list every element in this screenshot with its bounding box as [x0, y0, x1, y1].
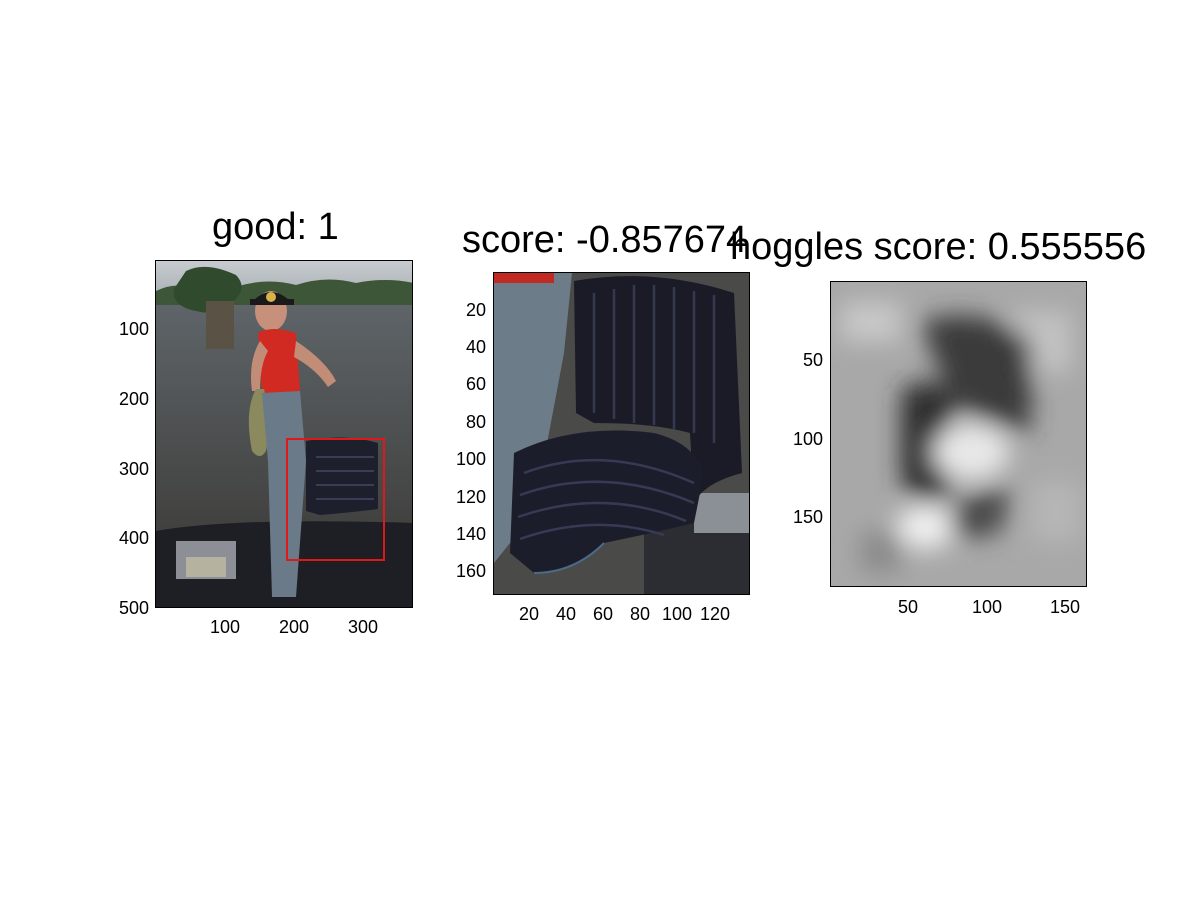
crop-photo-panel [493, 272, 750, 595]
panel2-xtick: 100 [661, 604, 693, 624]
panel2-xtick: 20 [518, 604, 540, 624]
panel1-xtick: 100 [209, 617, 241, 637]
panel2-ytick: 120 [455, 487, 486, 507]
hoggles-panel [830, 281, 1087, 587]
panel2-ytick: 60 [465, 374, 486, 394]
panel3-title: hoggles score: 0.555556 [730, 226, 1147, 268]
fisherman-photo [156, 261, 412, 607]
panel3-xtick: 100 [971, 597, 1003, 617]
panel2-ytick: 140 [455, 524, 486, 544]
panel2-title: score: -0.857674 [462, 219, 748, 261]
panel1-ytick: 300 [118, 459, 149, 479]
panel2-ytick: 80 [465, 412, 486, 432]
panel1-xtick: 200 [278, 617, 310, 637]
panel2-xtick: 60 [592, 604, 614, 624]
panel2-ytick: 160 [455, 561, 486, 581]
full-photo-panel [155, 260, 413, 608]
panel3-ytick: 150 [792, 507, 823, 527]
panel2-ytick: 100 [455, 449, 486, 469]
chair-crop-photo [494, 273, 749, 594]
panel1-ytick: 100 [118, 319, 149, 339]
panel1-ytick: 200 [118, 389, 149, 409]
panel3-xtick: 150 [1049, 597, 1081, 617]
panel2-xtick: 80 [629, 604, 651, 624]
panel2-xtick: 120 [699, 604, 731, 624]
panel2-ytick: 40 [465, 337, 486, 357]
detection-bounding-box [286, 438, 385, 561]
panel1-xtick: 300 [347, 617, 379, 637]
panel3-ytick: 50 [802, 350, 823, 370]
panel2-ytick: 20 [465, 300, 486, 320]
panel1-ytick: 400 [118, 528, 149, 548]
panel1-ytick: 500 [118, 598, 149, 618]
panel2-xtick: 40 [555, 604, 577, 624]
panel3-xtick: 50 [897, 597, 919, 617]
hoggles-visualization [831, 282, 1086, 586]
panel3-ytick: 100 [792, 429, 823, 449]
panel1-title: good: 1 [212, 206, 339, 248]
